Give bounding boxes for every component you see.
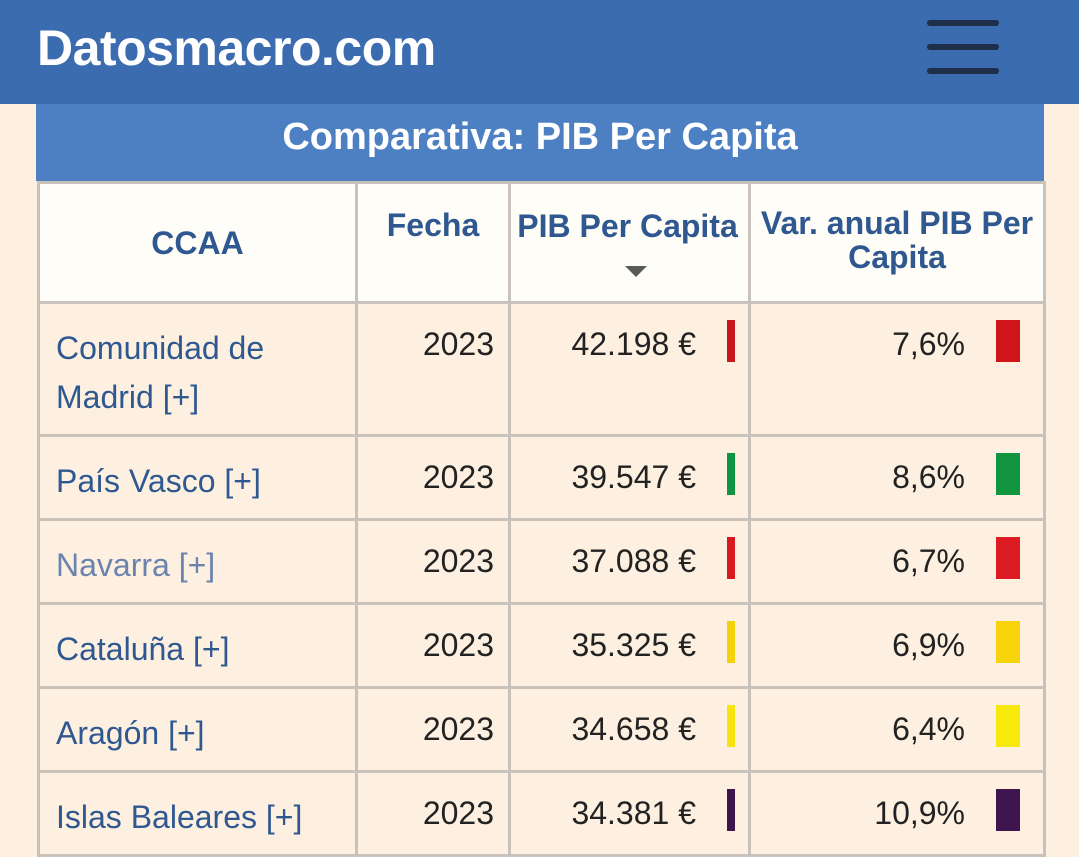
var-cell: 8,6% <box>748 434 1046 521</box>
site-logo-title[interactable]: Datosmacro.com <box>37 20 436 76</box>
fecha-cell: 2023 <box>355 602 511 689</box>
sort-down-icon[interactable] <box>624 265 647 277</box>
pib-color-indicator <box>727 320 735 362</box>
comparison-card: Comparativa: PIB Per Capita CCAA Fecha P… <box>36 104 1046 857</box>
var-value: 6,9% <box>892 627 965 663</box>
top-navigation-bar: Datosmacro.com <box>0 0 1079 104</box>
var-value: 6,7% <box>892 543 965 579</box>
var-cell: 7,6% <box>748 301 1046 437</box>
column-header-fecha[interactable]: Fecha <box>355 181 511 304</box>
pib-value: 34.658 € <box>571 711 696 747</box>
pib-color-indicator <box>727 453 735 495</box>
var-color-indicator <box>996 453 1020 495</box>
ccaa-cell: País Vasco [+] <box>37 434 358 521</box>
table-row: Navarra [+] 2023 37.088 € 6,7% <box>37 518 1046 605</box>
section-title: Comparativa: PIB Per Capita <box>36 104 1044 181</box>
ccaa-cell: Aragón [+] <box>37 686 358 773</box>
pib-cell: 34.381 € <box>508 770 751 857</box>
column-header-label: Fecha <box>386 207 480 243</box>
ccaa-link[interactable]: Cataluña [+] <box>56 631 230 667</box>
var-value: 8,6% <box>892 459 965 495</box>
ccaa-link[interactable]: Navarra [+] <box>56 547 216 583</box>
pib-value: 37.088 € <box>571 543 696 579</box>
menu-line <box>927 44 999 50</box>
comparison-table: CCAA Fecha PIB Per Capita Var. anual PIB… <box>37 181 1046 857</box>
fecha-cell: 2023 <box>355 686 511 773</box>
fecha-cell: 2023 <box>355 434 511 521</box>
menu-line <box>927 20 999 26</box>
var-color-indicator <box>996 789 1020 831</box>
pib-cell: 42.198 € <box>508 301 751 437</box>
var-value: 7,6% <box>892 326 965 362</box>
ccaa-link[interactable]: Comunidad de Madrid [+] <box>56 330 265 415</box>
pib-color-indicator <box>727 537 735 579</box>
var-value: 10,9% <box>874 795 965 831</box>
pib-cell: 35.325 € <box>508 602 751 689</box>
var-color-indicator <box>996 537 1020 579</box>
column-header-pib[interactable]: PIB Per Capita <box>508 181 751 304</box>
pib-value: 42.198 € <box>571 326 696 362</box>
column-header-var[interactable]: Var. anual PIB Per Capita <box>748 181 1046 304</box>
pib-cell: 39.547 € <box>508 434 751 521</box>
column-header-label: Var. anual PIB Per Capita <box>760 205 1034 275</box>
fecha-cell: 2023 <box>355 301 511 437</box>
menu-line <box>927 68 999 74</box>
var-cell: 6,9% <box>748 602 1046 689</box>
var-cell: 6,7% <box>748 518 1046 605</box>
table-row: Islas Baleares [+] 2023 34.381 € 10,9% <box>37 770 1046 857</box>
var-value: 6,4% <box>892 711 965 747</box>
pib-value: 35.325 € <box>571 627 696 663</box>
var-color-indicator <box>996 621 1020 663</box>
hamburger-menu-icon[interactable] <box>920 16 1006 80</box>
ccaa-link[interactable]: País Vasco [+] <box>56 463 261 499</box>
table-row: País Vasco [+] 2023 39.547 € 8,6% <box>37 434 1046 521</box>
ccaa-cell: Cataluña [+] <box>37 602 358 689</box>
table-header-row: CCAA Fecha PIB Per Capita Var. anual PIB… <box>37 181 1046 304</box>
var-cell: 10,9% <box>748 770 1046 857</box>
ccaa-cell: Islas Baleares [+] <box>37 770 358 857</box>
column-header-label: CCAA <box>151 224 244 261</box>
fecha-cell: 2023 <box>355 770 511 857</box>
column-header-ccaa[interactable]: CCAA <box>37 181 358 304</box>
table-row: Aragón [+] 2023 34.658 € 6,4% <box>37 686 1046 773</box>
column-header-label: PIB Per Capita <box>517 207 738 244</box>
var-cell: 6,4% <box>748 686 1046 773</box>
ccaa-link[interactable]: Islas Baleares [+] <box>56 799 303 835</box>
table-row: Cataluña [+] 2023 35.325 € 6,9% <box>37 602 1046 689</box>
table-row: Comunidad de Madrid [+] 2023 42.198 € 7,… <box>37 301 1046 437</box>
ccaa-cell: Comunidad de Madrid [+] <box>37 301 358 437</box>
pib-color-indicator <box>727 789 735 831</box>
ccaa-link[interactable]: Aragón [+] <box>56 715 205 751</box>
fecha-cell: 2023 <box>355 518 511 605</box>
pib-cell: 34.658 € <box>508 686 751 773</box>
pib-value: 39.547 € <box>571 459 696 495</box>
pib-color-indicator <box>727 621 735 663</box>
pib-color-indicator <box>727 705 735 747</box>
var-color-indicator <box>996 705 1020 747</box>
ccaa-cell: Navarra [+] <box>37 518 358 605</box>
var-color-indicator <box>996 320 1020 362</box>
pib-cell: 37.088 € <box>508 518 751 605</box>
pib-value: 34.381 € <box>571 795 696 831</box>
